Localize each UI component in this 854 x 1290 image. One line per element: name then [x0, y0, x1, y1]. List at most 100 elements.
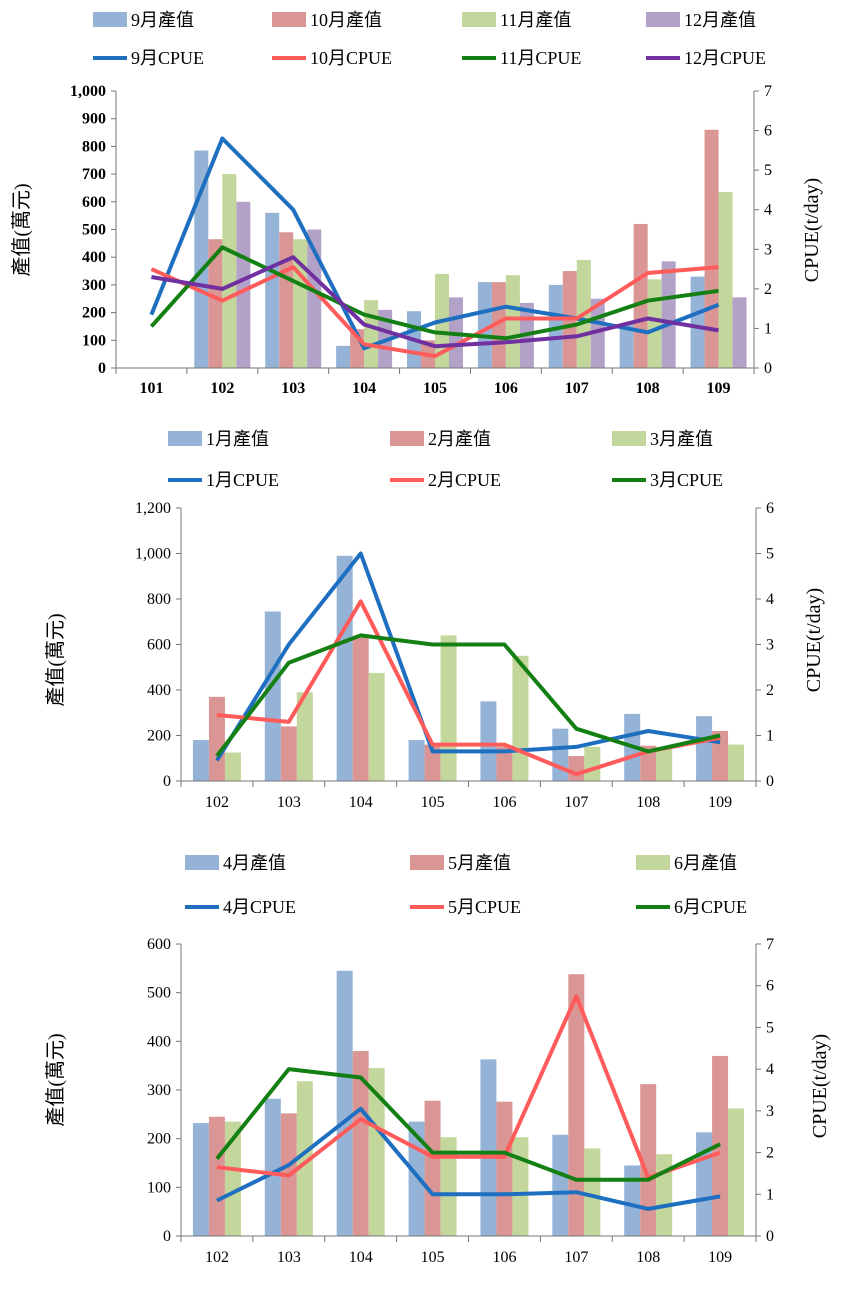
- legend-label: 10月產值: [310, 10, 382, 30]
- bar: [224, 1121, 241, 1236]
- series-line: [215, 633, 721, 758]
- bar: [704, 129, 719, 368]
- y-tick-label: 800: [82, 138, 106, 155]
- x-tick-label: 105: [421, 1249, 445, 1266]
- y-tick-label: 700: [82, 166, 106, 183]
- y-tick-label: 0: [163, 773, 171, 790]
- y2-axis-title: CPUE(t/day): [801, 178, 823, 282]
- chart-apr-jun: 0 100 200 300 400 500 600 0 1 2 3 4 5 6 7 102 103 104 105 1…: [44, 853, 831, 1266]
- bar: [280, 726, 297, 781]
- bar: [307, 229, 322, 368]
- y2-tick-label: 1: [764, 320, 772, 337]
- x-tick-label: 105: [421, 794, 445, 811]
- y2-tick-label: 3: [766, 1103, 774, 1120]
- series-line: [216, 599, 721, 777]
- series-line: [149, 136, 720, 351]
- y2-tick-label: 6: [766, 978, 774, 995]
- bar: [718, 192, 733, 368]
- series-line: [150, 265, 719, 359]
- bar: [732, 297, 747, 368]
- bar: [647, 279, 662, 368]
- x-tick-label: 101: [139, 380, 163, 397]
- x-tick-label: 107: [564, 1249, 588, 1266]
- x-tick-label: 102: [205, 794, 229, 811]
- x-tick-label: 104: [352, 380, 376, 397]
- y-tick-label: 100: [147, 1179, 171, 1196]
- bar: [477, 282, 492, 368]
- bar: [192, 1123, 209, 1236]
- bar: [208, 696, 225, 781]
- bar: [728, 1108, 745, 1236]
- legend-swatch: [636, 855, 670, 870]
- legend-label: 4月CPUE: [223, 897, 296, 917]
- bar: [661, 261, 676, 368]
- x-tick-label: 107: [565, 380, 589, 397]
- bar: [584, 746, 601, 781]
- y2-tick-label: 6: [764, 123, 772, 140]
- legend-swatch: [168, 431, 202, 446]
- legend-swatch: [93, 12, 127, 27]
- bar: [496, 1101, 513, 1236]
- y2-tick-label: 1: [766, 1186, 774, 1203]
- x-tick-label: 109: [708, 1249, 732, 1266]
- y-tick-label: 200: [82, 305, 106, 322]
- x-tick-label: 106: [492, 794, 516, 811]
- series-line: [151, 255, 719, 349]
- y2-axis-title: CPUE(t/day): [803, 588, 825, 692]
- legend-label: 4月產值: [223, 853, 286, 873]
- bar: [568, 974, 585, 1236]
- bar: [656, 1154, 673, 1236]
- y2-tick-label: 3: [764, 241, 772, 258]
- legend-label: 11月CPUE: [500, 48, 581, 68]
- bar: [480, 1059, 497, 1236]
- y-tick-label: 200: [147, 1131, 171, 1148]
- bar: [512, 655, 529, 781]
- y-tick-label: 600: [82, 194, 106, 211]
- y2-tick-label: 0: [766, 1228, 774, 1245]
- bar: [624, 1165, 641, 1236]
- legend-swatch: [462, 12, 496, 27]
- legend-label: 1月CPUE: [206, 470, 279, 490]
- legend-label: 6月產值: [674, 853, 737, 873]
- bar: [368, 1068, 385, 1236]
- bar: [633, 223, 648, 368]
- bar: [690, 276, 705, 368]
- legend-label: 12月產值: [684, 10, 756, 30]
- x-tick-label: 106: [492, 1249, 516, 1266]
- bar: [208, 1116, 225, 1236]
- bar: [512, 1137, 529, 1236]
- bar: [552, 728, 569, 781]
- x-tick-label: 105: [423, 380, 447, 397]
- legend-swatch: [646, 12, 680, 27]
- y-tick-label: 100: [82, 332, 106, 349]
- legend-label: 2月CPUE: [428, 470, 501, 490]
- legend-label: 5月CPUE: [448, 897, 521, 917]
- x-tick-label: 108: [636, 1249, 660, 1266]
- y-tick-label: 600: [147, 637, 171, 654]
- legend-label: 1月產值: [206, 429, 269, 449]
- y-tick-label: 400: [147, 1033, 171, 1050]
- bar: [584, 1148, 601, 1236]
- legend-label: 3月產值: [650, 429, 713, 449]
- y-tick-label: 800: [147, 591, 171, 608]
- bar: [496, 746, 513, 781]
- legend-label: 6月CPUE: [674, 897, 747, 917]
- bar: [364, 300, 379, 368]
- y-tick-label: 200: [147, 728, 171, 745]
- chart-jan-mar: 0 200 400 600 800 1,000 1,200 0 1 2 3 4 5 6 102 103 104 1…: [44, 429, 825, 811]
- bar: [480, 701, 497, 781]
- bar: [424, 1100, 441, 1236]
- y-tick-label: 0: [98, 360, 106, 377]
- x-tick-label: 106: [494, 380, 518, 397]
- legend-label: 9月CPUE: [131, 48, 204, 68]
- bar: [208, 239, 223, 368]
- y2-tick-label: 5: [766, 1019, 774, 1036]
- y2-tick-label: 1: [766, 728, 774, 745]
- legend-label: 9月產值: [131, 10, 194, 30]
- legend-label: 5月產值: [448, 853, 511, 873]
- bar: [336, 345, 351, 368]
- y-axis-title: 產值(萬元): [44, 613, 67, 706]
- x-tick-label: 102: [210, 380, 234, 397]
- series-line: [215, 1067, 721, 1182]
- series-line: [216, 994, 721, 1180]
